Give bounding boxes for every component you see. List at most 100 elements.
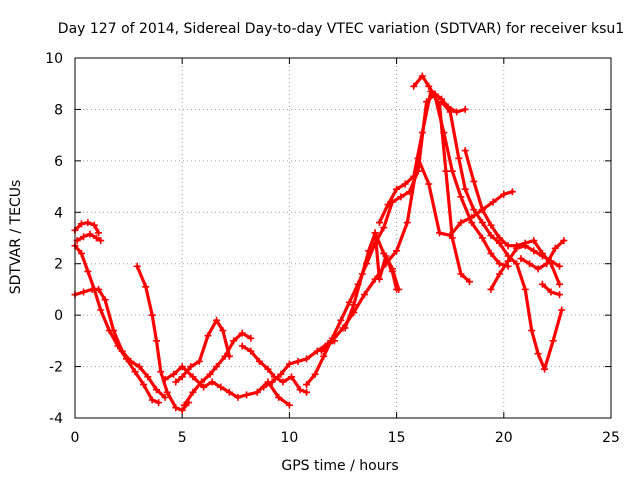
data-point <box>457 219 465 227</box>
data-point <box>530 247 538 255</box>
data-point <box>144 373 152 381</box>
data-point <box>95 229 103 237</box>
data-point <box>401 180 409 188</box>
data-point <box>303 381 311 389</box>
data-point <box>487 221 495 229</box>
data-point <box>478 219 486 227</box>
y-tick-label: 0 <box>54 308 63 324</box>
series-trace <box>440 100 564 371</box>
data-point <box>487 231 495 239</box>
data-point <box>285 401 293 409</box>
data-point <box>238 342 246 350</box>
data-point <box>526 260 534 268</box>
data-point <box>410 82 418 90</box>
data-point <box>358 270 366 278</box>
data-point <box>328 337 336 345</box>
data-point <box>311 370 319 378</box>
data-point <box>77 220 85 228</box>
data-point <box>418 72 426 80</box>
data-point <box>142 283 150 291</box>
data-point <box>534 350 542 358</box>
data-point <box>431 93 439 101</box>
data-point <box>80 233 88 241</box>
data-point <box>161 375 169 383</box>
y-tick-label: 2 <box>54 257 63 273</box>
data-point <box>468 219 476 227</box>
data-point <box>238 329 246 337</box>
x-axis-label: GPS time / hours <box>281 458 398 474</box>
data-point <box>178 406 186 414</box>
data-point <box>170 370 178 378</box>
data-point <box>279 378 287 386</box>
data-point <box>453 108 461 116</box>
data-point <box>496 234 504 242</box>
series-trace <box>519 239 566 271</box>
data-point <box>247 334 255 342</box>
chart-title: Day 127 of 2014, Sidereal Day-to-day VTE… <box>58 21 624 37</box>
data-point <box>172 404 180 412</box>
data-point <box>457 193 465 201</box>
y-tick-label: -2 <box>49 360 63 376</box>
data-point <box>371 229 379 237</box>
data-point <box>127 357 135 365</box>
data-point <box>440 129 448 137</box>
data-point <box>549 337 557 345</box>
data-point <box>197 378 205 386</box>
data-point <box>487 249 495 257</box>
data-point <box>556 280 564 288</box>
data-point <box>393 185 401 193</box>
data-point <box>178 373 186 381</box>
data-point <box>508 188 516 196</box>
data-point <box>88 285 96 293</box>
series-trace <box>163 365 291 407</box>
data-point <box>337 316 345 324</box>
data-point <box>255 357 263 365</box>
series-trace <box>305 92 467 387</box>
data-point <box>277 370 285 378</box>
data-point <box>360 291 368 299</box>
data-point <box>504 257 512 265</box>
data-layer <box>71 72 568 414</box>
data-point <box>140 381 148 389</box>
data-point <box>530 237 538 245</box>
series-pass-1 <box>71 242 163 407</box>
data-point <box>517 255 525 263</box>
data-point <box>528 327 536 335</box>
data-point <box>470 206 478 214</box>
data-point <box>521 285 529 293</box>
data-point <box>221 352 229 360</box>
data-point <box>135 363 143 371</box>
data-point <box>375 275 383 283</box>
data-point <box>547 288 555 296</box>
data-point <box>303 355 311 363</box>
data-point <box>521 242 529 250</box>
data-point <box>410 172 418 180</box>
data-point <box>234 393 242 401</box>
x-tick-label: 25 <box>602 430 620 446</box>
series-trace <box>320 156 515 353</box>
data-point <box>157 368 165 376</box>
data-point <box>541 365 549 373</box>
data-point <box>213 316 221 324</box>
data-point <box>425 180 433 188</box>
data-point <box>345 298 353 306</box>
series-pass-17 <box>438 98 566 373</box>
series-trace <box>489 244 562 291</box>
data-point <box>534 265 542 273</box>
data-point <box>206 370 214 378</box>
data-point <box>152 386 160 394</box>
data-point <box>264 365 272 373</box>
data-point <box>558 306 566 314</box>
data-point <box>195 357 203 365</box>
data-point <box>148 396 156 404</box>
data-point <box>425 82 433 90</box>
data-point <box>95 285 103 293</box>
data-point <box>375 219 383 227</box>
data-point <box>341 324 349 332</box>
data-point <box>155 399 163 407</box>
data-point <box>225 388 233 396</box>
data-point <box>97 237 105 245</box>
series-pass-15 <box>371 229 401 293</box>
data-point <box>101 296 109 304</box>
data-point <box>538 280 546 288</box>
